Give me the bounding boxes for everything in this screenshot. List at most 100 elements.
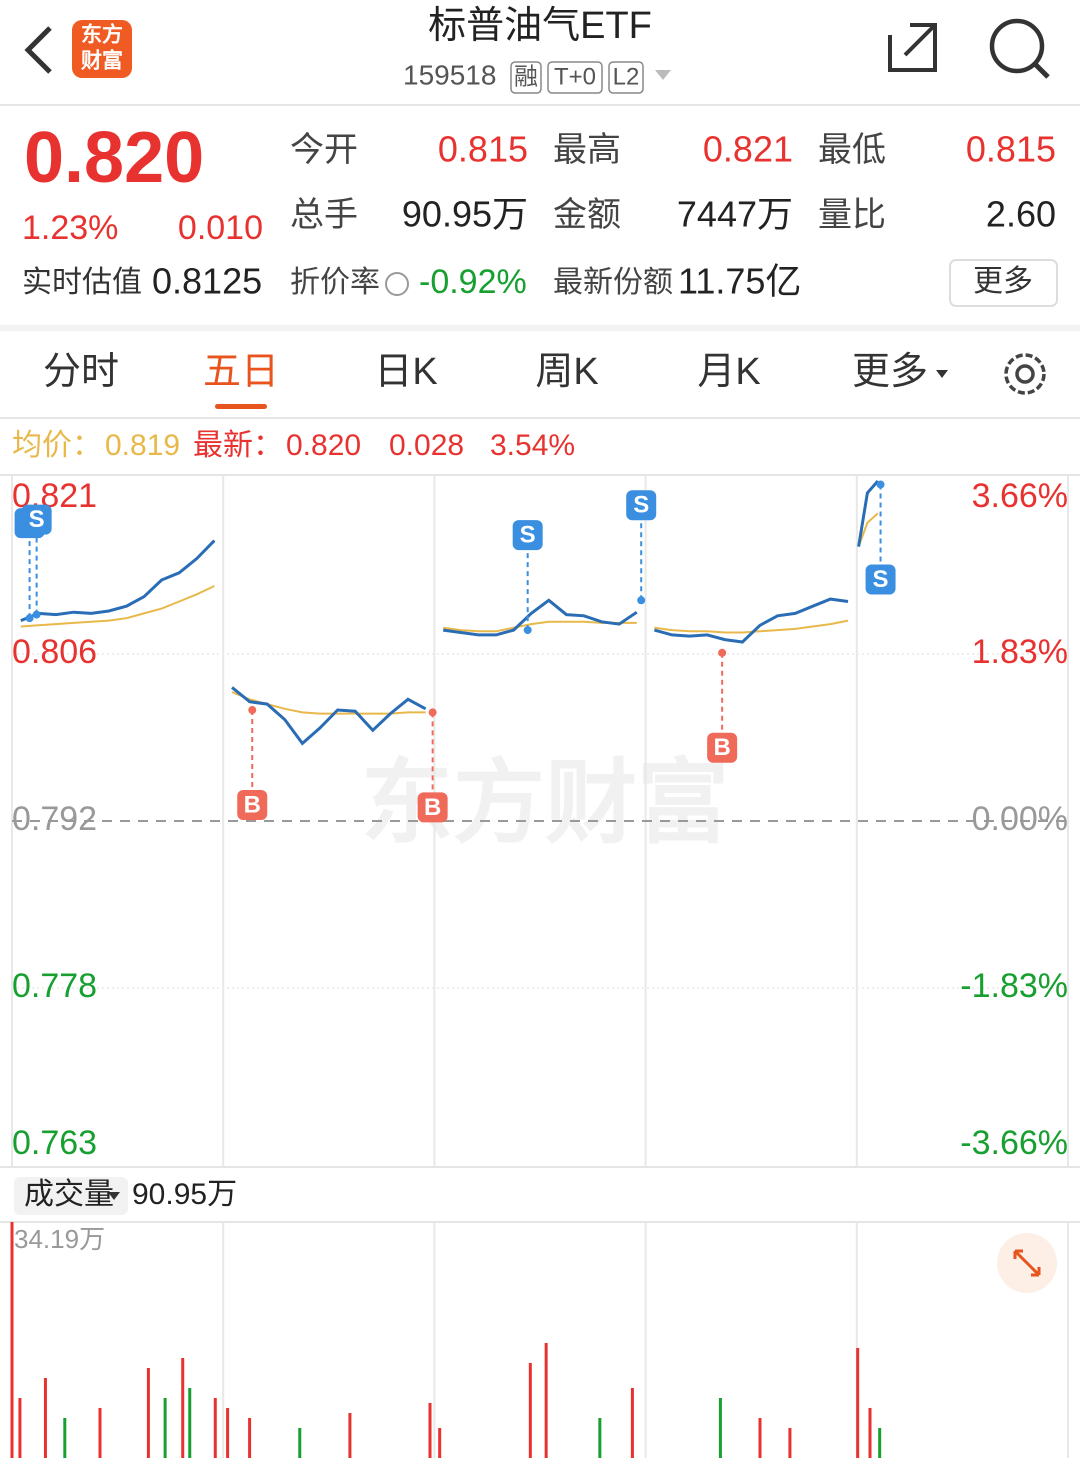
shares: 11.75亿 [678, 261, 801, 302]
signal-point [32, 610, 41, 619]
title: 标普油气ETF [428, 5, 652, 47]
search-icon[interactable] [989, 18, 1045, 74]
badge-text: T+0 [554, 63, 596, 90]
signal-point [523, 626, 532, 635]
logo[interactable] [72, 20, 132, 78]
y-tick-label: 0.763 [12, 1124, 97, 1162]
price-line [20, 480, 880, 746]
tab[interactable]: 日K [374, 351, 437, 393]
volume-bar [146, 1367, 150, 1458]
volume-bar [181, 1357, 185, 1458]
signal-point [637, 596, 646, 605]
field-value: 90.95万 [402, 194, 528, 235]
field-label: 最低 [818, 131, 886, 169]
volume-bar [428, 1402, 432, 1458]
settings-icon[interactable] [1004, 353, 1046, 395]
y-tick-label: 0.806 [12, 633, 97, 671]
volume-bar [213, 1398, 217, 1458]
signal-label: B [424, 794, 441, 821]
legend-text: 均价： [12, 429, 102, 462]
volume-bar [868, 1407, 872, 1458]
estimate: 0.8125 [152, 261, 262, 302]
badge-text: L2 [613, 63, 640, 90]
y2-tick-label: 3.66% [972, 477, 1068, 515]
signal-label: B [713, 734, 730, 761]
volume-bar [163, 1398, 167, 1458]
signal-badge [626, 490, 657, 521]
signal-point [428, 708, 437, 717]
badge [608, 61, 644, 94]
volume-title: 成交量 [24, 1178, 114, 1211]
change: 0.010 [178, 209, 263, 247]
volume-bar [758, 1417, 762, 1458]
signal-point [876, 480, 885, 489]
signal-badge [417, 792, 448, 823]
field-value: 0.815 [966, 129, 1056, 170]
field-value: 7447万 [677, 194, 793, 235]
tab[interactable]: 月K [697, 351, 760, 393]
tab[interactable]: 更多 [852, 351, 928, 393]
y2-tick-label: -3.66% [960, 1124, 1068, 1162]
signal-point [25, 614, 34, 623]
field-label: 最高 [553, 131, 621, 169]
signal-badge [512, 520, 543, 551]
signal-label: B [244, 791, 261, 818]
tab[interactable]: 五日 [203, 351, 279, 393]
settings-icon-center [1015, 364, 1035, 384]
volume-bar [248, 1417, 252, 1458]
y2-tick-label: 1.83% [972, 633, 1068, 671]
signal-badge [865, 564, 896, 595]
signal-point [718, 648, 727, 657]
logo-text: 财富 [81, 49, 123, 73]
expand-icon [1013, 1249, 1041, 1277]
volume-bar [226, 1407, 230, 1458]
field-label: 量比 [818, 196, 886, 234]
tab-underline [215, 404, 267, 409]
stock-code: 159518 [403, 59, 496, 90]
volume-bar [43, 1377, 47, 1458]
tab[interactable]: 周K [535, 351, 598, 393]
volume-bar [878, 1427, 882, 1458]
y-tick-label: 0.778 [12, 967, 97, 1005]
legend-text: 3.54% [490, 429, 575, 462]
volume-bar [98, 1407, 102, 1458]
more-button[interactable] [949, 259, 1058, 307]
tab[interactable]: 分时 [43, 351, 119, 393]
y2-tick-label: -1.83% [960, 967, 1068, 1005]
search-handle [1033, 62, 1050, 79]
watermark: 东方财富 [361, 752, 729, 854]
volume-bar [438, 1427, 442, 1458]
y-tick-label: 0.792 [12, 800, 97, 838]
y2-tick-label: 0.00% [972, 800, 1068, 838]
field-label: 金额 [553, 196, 621, 234]
signal-point [248, 706, 257, 715]
avg-line [20, 512, 879, 715]
volume-bar [63, 1417, 67, 1458]
volume-bar [718, 1398, 722, 1458]
shares-label: 最新份额 [553, 266, 673, 299]
dropdown-arrow [108, 1192, 120, 1200]
share-icon[interactable] [888, 23, 937, 72]
field-value: 2.60 [986, 194, 1056, 235]
volume-bar [788, 1427, 792, 1458]
back-button[interactable] [24, 26, 52, 74]
signal-badge [707, 732, 738, 763]
discount-label: 折价率 [290, 266, 380, 299]
signal-label: S [29, 506, 45, 533]
signal-label: S [873, 566, 889, 593]
volume-bar [528, 1362, 532, 1458]
signal-badge [237, 790, 268, 821]
volume-bar [298, 1427, 302, 1458]
separator [0, 325, 1080, 331]
volume-bar [10, 1222, 14, 1458]
badge [510, 61, 542, 94]
legend-text: 0.819 [105, 429, 180, 462]
dropdown-arrow [936, 370, 948, 378]
volume-bar [348, 1412, 352, 1458]
field-label: 今开 [290, 131, 358, 169]
info-icon[interactable] [385, 272, 409, 296]
estimate-label: 实时估值 [22, 266, 142, 299]
volume-bar [188, 1388, 192, 1458]
indicator-select[interactable] [14, 1177, 128, 1215]
